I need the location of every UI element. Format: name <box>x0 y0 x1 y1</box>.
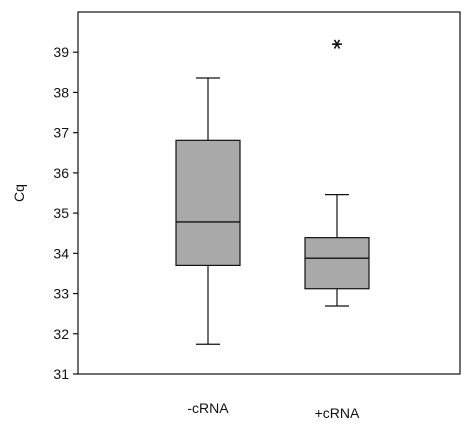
outlier-point <box>332 39 342 49</box>
box-series <box>175 39 370 345</box>
plot-frame <box>77 11 461 375</box>
y-tick-label: 31 <box>53 366 69 382</box>
y-tick-label: 36 <box>53 165 69 181</box>
y-tick-label: 32 <box>53 326 69 342</box>
y-axis-label: Cq <box>11 184 27 202</box>
x-axis-labels: -cRNA +cRNA <box>187 400 360 421</box>
box-plus-crna <box>304 39 370 307</box>
y-tick-label: 33 <box>53 286 69 302</box>
box-minus-crna <box>175 77 241 345</box>
outlier-stroke <box>333 39 341 49</box>
y-tick-label: 35 <box>53 205 69 221</box>
iqr-box <box>304 237 370 290</box>
iqr-box <box>175 139 241 266</box>
x-category-label: +cRNA <box>315 405 360 421</box>
x-category-label: -cRNA <box>187 400 229 416</box>
y-tick-label: 37 <box>53 125 69 141</box>
y-tick-label: 34 <box>53 245 69 261</box>
y-axis: 31 32 33 34 35 36 37 38 39 <box>53 44 78 382</box>
y-tick-label: 39 <box>53 44 69 60</box>
y-tick-label: 38 <box>53 84 69 100</box>
